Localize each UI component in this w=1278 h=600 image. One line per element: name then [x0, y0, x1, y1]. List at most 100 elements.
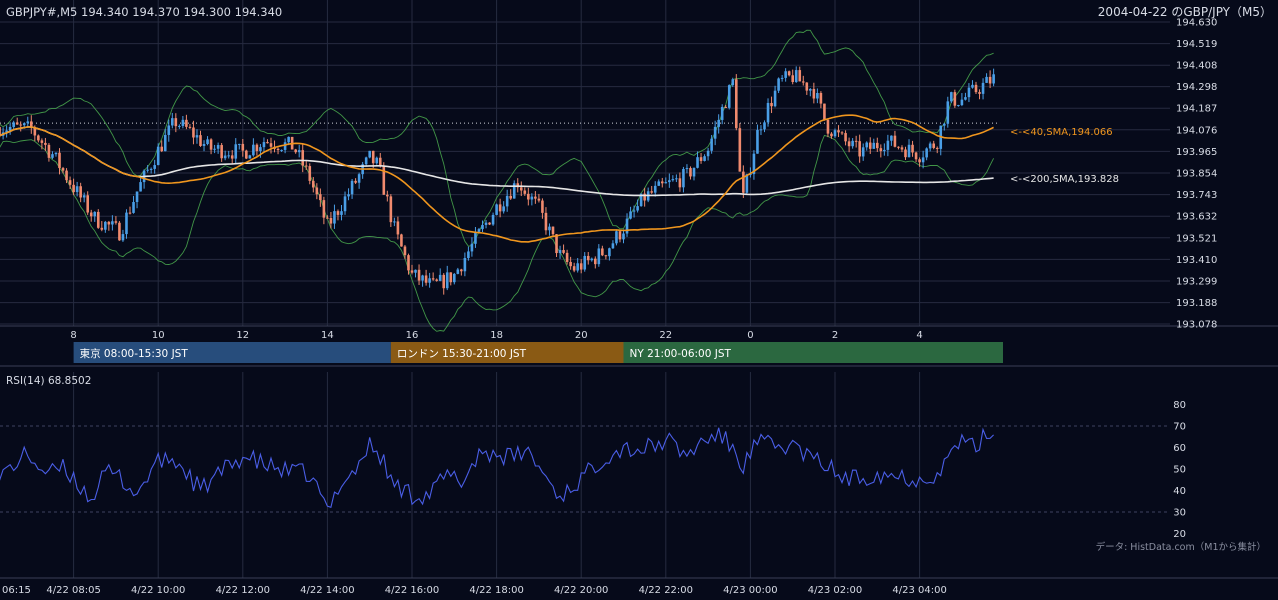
hour-tick-label: 2 — [832, 330, 838, 341]
rsi-tick-label: 20 — [1173, 529, 1186, 540]
candle-body — [89, 212, 93, 217]
candle-body — [199, 135, 202, 146]
candle-body — [255, 144, 259, 152]
candle-body — [601, 248, 604, 256]
candle-body — [731, 79, 735, 86]
candle-body — [403, 246, 407, 256]
candle-body — [488, 222, 491, 225]
candle-body — [312, 180, 315, 188]
candle-body — [252, 144, 255, 156]
candle-body — [12, 122, 15, 127]
candle-body — [914, 152, 918, 160]
candle-body — [237, 143, 241, 145]
candle-body — [833, 130, 837, 137]
candle-body — [75, 186, 79, 193]
time-tick-label: 4/22 16:00 — [385, 585, 439, 596]
candle-body — [481, 224, 484, 230]
candle-body — [777, 78, 780, 91]
price-tick-label: 193.188 — [1176, 298, 1217, 309]
candle-body — [629, 211, 632, 219]
candle-body — [438, 274, 442, 281]
candle-body — [816, 93, 819, 99]
candle-body — [15, 122, 19, 125]
candle-body — [682, 169, 685, 188]
candle-body — [692, 167, 696, 177]
candle-body — [942, 123, 946, 126]
candle-body — [622, 233, 625, 240]
candle-body — [572, 266, 576, 271]
price-tick-label: 194.519 — [1176, 39, 1217, 50]
rsi-tick-label: 30 — [1173, 507, 1186, 518]
candle-body — [467, 251, 470, 259]
candle-body — [537, 198, 541, 201]
candle-body — [738, 128, 742, 172]
candle-body — [33, 127, 37, 136]
candle-body — [484, 222, 488, 225]
time-tick-label: 4/23 02:00 — [808, 585, 862, 596]
candle-body — [259, 147, 262, 152]
candle-body — [322, 200, 326, 218]
candle-body — [805, 82, 809, 91]
candle-body — [907, 144, 911, 158]
candle-body — [985, 76, 988, 83]
candle-body — [886, 140, 890, 150]
candle-body — [460, 269, 463, 272]
candle-body — [872, 142, 876, 149]
candle-body — [65, 170, 68, 181]
candle-body — [988, 76, 992, 84]
session-bar: 東京 08:00-15:30 JST ロンドン 15:30-21:00 JST NY… — [73, 342, 1003, 363]
candle-body — [262, 142, 266, 148]
price-tick-label: 193.965 — [1176, 147, 1217, 158]
candle-body — [770, 102, 773, 107]
rsi-tick-label: 50 — [1173, 465, 1186, 476]
candle-body — [410, 270, 414, 273]
candle-body — [393, 221, 396, 223]
candle-body — [625, 218, 629, 234]
rsi-label: RSI(14) 68.8502 — [6, 375, 91, 387]
candle-body — [382, 166, 386, 195]
candle-body — [787, 71, 791, 76]
sma40-label: <-<40,SMA,194.066 — [1010, 127, 1113, 138]
hour-tick-label: 0 — [747, 330, 753, 341]
price-tick-label: 194.076 — [1176, 125, 1217, 136]
candle-body — [773, 90, 777, 107]
candle-body — [798, 70, 802, 82]
grid-lines — [0, 0, 1278, 579]
candle-body — [548, 226, 551, 231]
candle-body — [319, 194, 322, 201]
rsi-tick-label: 70 — [1173, 422, 1186, 433]
hour-tick-label: 10 — [152, 330, 165, 341]
candle-body — [763, 122, 766, 130]
rsi-tick-label: 60 — [1173, 443, 1186, 454]
candle-body — [135, 191, 139, 203]
candle-body — [823, 103, 826, 120]
candle-body — [551, 226, 555, 235]
candle-body — [463, 258, 467, 272]
time-tick-label: 4/22 08:05 — [46, 585, 100, 596]
candle-body — [534, 196, 537, 199]
candle-body — [685, 168, 689, 170]
candle-body — [735, 79, 738, 129]
candle-body — [756, 129, 759, 154]
candle-body — [234, 144, 238, 159]
candle-body — [854, 140, 858, 142]
candle-body — [904, 149, 907, 158]
price-tick-label: 194.298 — [1176, 82, 1217, 93]
candle-body — [495, 204, 498, 215]
price-tick-label: 193.854 — [1176, 169, 1217, 180]
candle-body — [847, 141, 851, 147]
candle-body — [96, 211, 100, 228]
rsi-panel: 20 30 40 50 60 70 80 06:15 4/22 08:05 4/22 10:00 4… — [0, 400, 1186, 596]
candle-body — [389, 196, 393, 223]
candle-body — [558, 250, 562, 254]
candle-body — [329, 217, 333, 224]
candle-body — [474, 231, 477, 244]
time-tick-label: 4/23 00:00 — [723, 585, 777, 596]
candle-body — [960, 99, 964, 106]
hour-tick-label: 12 — [236, 330, 249, 341]
candle-body — [125, 212, 128, 235]
candle-body — [294, 149, 297, 153]
candle-body — [470, 243, 474, 252]
candle-body — [283, 142, 287, 150]
candle-body — [696, 157, 699, 168]
